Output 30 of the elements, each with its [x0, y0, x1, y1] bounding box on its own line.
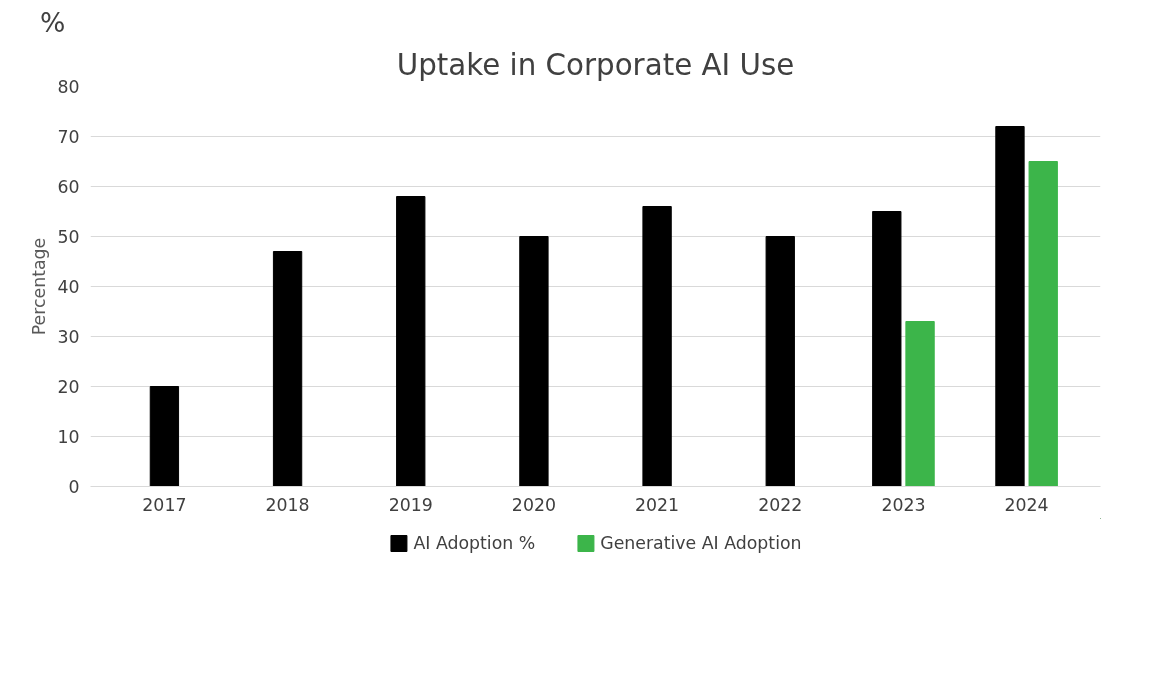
y-tick-label: 70 — [57, 127, 80, 147]
y-tick-label: 80 — [57, 77, 80, 97]
y-tick-label: 30 — [57, 327, 80, 347]
bar — [149, 386, 180, 487]
chart-title: Uptake in Corporate AI Use — [396, 47, 795, 82]
bar — [1028, 161, 1058, 487]
x-tick-label: 2023 — [881, 494, 926, 515]
y-tick-label: 20 — [57, 377, 80, 397]
text: % — [40, 6, 66, 40]
bar — [519, 236, 549, 487]
x-tick-label: 2019 — [388, 494, 433, 515]
bar — [396, 196, 426, 487]
bar — [905, 321, 935, 487]
legend-label: Generative AI Adoption — [600, 533, 802, 553]
y-axis-title: Percentage — [29, 237, 50, 336]
bar — [642, 206, 672, 487]
bar — [272, 251, 303, 487]
x-tick-label: 2017 — [142, 494, 187, 515]
y-tick-label: 10 — [57, 427, 80, 447]
y-tick-label: 50 — [57, 227, 80, 247]
y-tick-label: 60 — [57, 177, 80, 197]
x-tick-label: 2024 — [1004, 494, 1049, 515]
x-tick-label: 2022 — [758, 494, 803, 515]
bar — [765, 236, 795, 487]
x-tick-label: 2018 — [265, 494, 310, 515]
x-tick-label: 2021 — [635, 494, 680, 515]
legend-label: AI Adoption % — [413, 533, 536, 553]
y-tick-label: 40 — [57, 277, 80, 297]
y-tick-label: 0 — [68, 477, 80, 497]
x-tick-label: 2020 — [511, 494, 556, 515]
